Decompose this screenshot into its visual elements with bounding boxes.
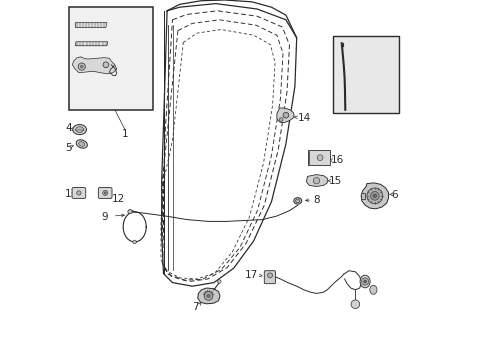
Ellipse shape xyxy=(76,140,87,148)
Polygon shape xyxy=(197,288,220,304)
FancyBboxPatch shape xyxy=(72,188,85,198)
Circle shape xyxy=(350,300,359,309)
Text: 8: 8 xyxy=(312,195,319,205)
Circle shape xyxy=(317,155,322,161)
Circle shape xyxy=(366,188,382,204)
FancyBboxPatch shape xyxy=(307,150,329,165)
Polygon shape xyxy=(75,23,107,27)
Text: 9: 9 xyxy=(102,212,108,222)
Circle shape xyxy=(77,191,81,195)
FancyBboxPatch shape xyxy=(69,7,153,110)
Ellipse shape xyxy=(73,125,86,135)
Circle shape xyxy=(283,112,288,118)
Text: 2: 2 xyxy=(133,20,140,30)
Circle shape xyxy=(204,292,212,300)
Text: 3: 3 xyxy=(133,39,140,49)
Circle shape xyxy=(103,62,108,68)
Circle shape xyxy=(372,194,376,198)
Polygon shape xyxy=(75,42,107,46)
Polygon shape xyxy=(306,175,326,186)
Polygon shape xyxy=(276,108,294,122)
Polygon shape xyxy=(72,57,117,74)
Circle shape xyxy=(267,273,272,278)
Circle shape xyxy=(313,177,319,184)
Text: 12: 12 xyxy=(112,194,125,204)
Ellipse shape xyxy=(293,198,301,204)
Text: 7: 7 xyxy=(191,302,198,312)
Text: 4: 4 xyxy=(65,123,72,133)
FancyBboxPatch shape xyxy=(360,193,365,199)
Text: 6: 6 xyxy=(390,190,397,200)
Ellipse shape xyxy=(79,142,85,146)
Circle shape xyxy=(279,118,283,121)
Circle shape xyxy=(127,210,132,214)
Text: 1: 1 xyxy=(122,129,128,139)
Circle shape xyxy=(217,280,221,283)
Ellipse shape xyxy=(76,127,83,132)
Circle shape xyxy=(104,192,106,194)
Circle shape xyxy=(361,278,368,285)
Circle shape xyxy=(363,280,366,283)
Text: 14: 14 xyxy=(297,113,310,123)
Circle shape xyxy=(80,65,83,68)
Circle shape xyxy=(370,192,378,200)
Text: 10: 10 xyxy=(355,103,368,113)
Polygon shape xyxy=(361,183,387,209)
Circle shape xyxy=(78,63,85,70)
Text: 11: 11 xyxy=(377,75,390,85)
Text: 17: 17 xyxy=(244,270,258,280)
FancyBboxPatch shape xyxy=(98,188,112,198)
Text: 16: 16 xyxy=(330,155,344,165)
Text: 15: 15 xyxy=(328,176,342,186)
FancyBboxPatch shape xyxy=(264,271,275,284)
Ellipse shape xyxy=(359,275,369,288)
Ellipse shape xyxy=(369,285,376,294)
Ellipse shape xyxy=(295,199,299,203)
Text: 13: 13 xyxy=(65,189,78,199)
FancyBboxPatch shape xyxy=(332,36,399,113)
Circle shape xyxy=(102,190,107,195)
Circle shape xyxy=(133,240,136,244)
Text: 5: 5 xyxy=(65,143,72,153)
Circle shape xyxy=(206,294,210,298)
